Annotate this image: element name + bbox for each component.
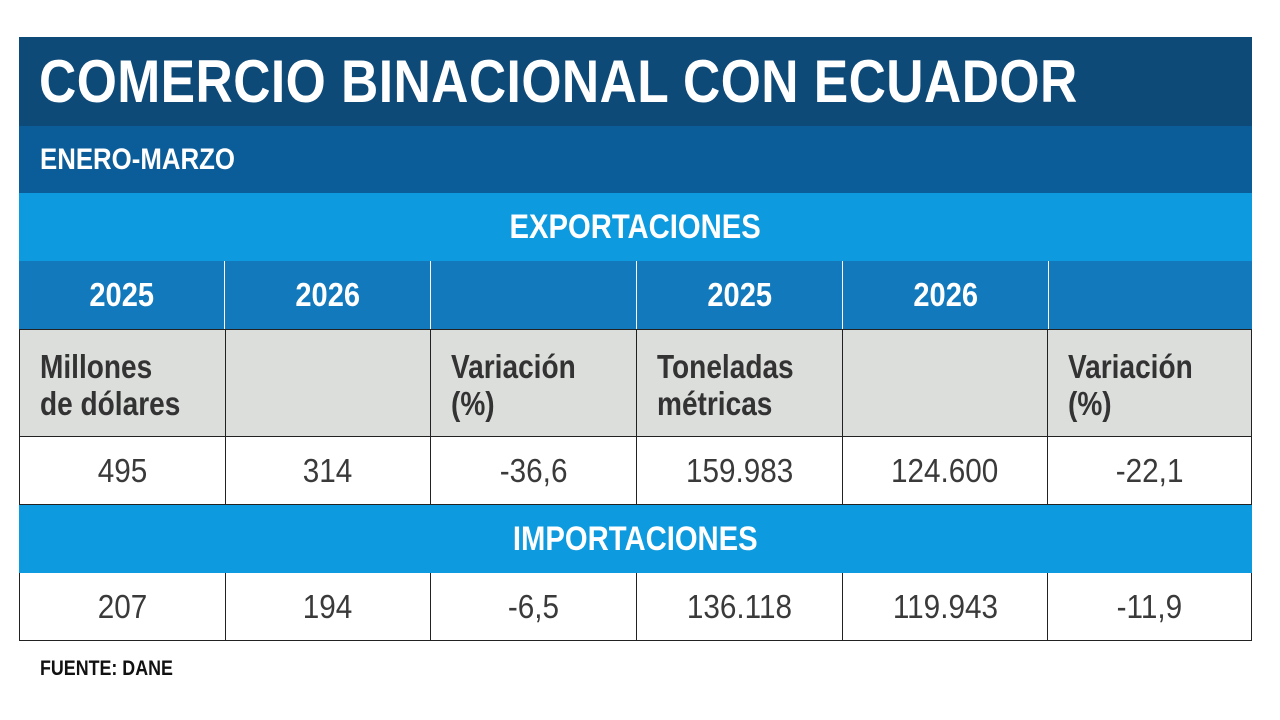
- section-header-importaciones: IMPORTACIONES: [19, 505, 1252, 573]
- table-cell: 159.983: [637, 437, 843, 504]
- column-label: [226, 330, 432, 436]
- year-cell: [1049, 261, 1252, 329]
- section-title: EXPORTACIONES: [509, 207, 762, 246]
- table-cell: -22,1: [1115, 451, 1184, 489]
- table-cell: 119.943: [843, 573, 1049, 640]
- table-cell: 194: [226, 573, 432, 640]
- subtitle-bar: ENERO-MARZO: [19, 126, 1252, 193]
- table-cell: 124.600: [843, 437, 1049, 504]
- year-header-row: 2025 2026 2025 2026: [19, 261, 1252, 329]
- chart-title: COMERCIO BINACIONAL CON ECUADOR: [39, 48, 1078, 115]
- section-header-exportaciones: EXPORTACIONES: [19, 193, 1252, 261]
- source-note: FUENTE: DANE: [40, 657, 173, 680]
- column-label: Millones de dólares: [20, 330, 226, 436]
- section-title: IMPORTACIONES: [513, 519, 758, 558]
- year-cell: [431, 261, 637, 329]
- year-cell: 2025: [19, 261, 225, 329]
- title-bar: COMERCIO BINACIONAL CON ECUADOR: [19, 37, 1252, 126]
- table-infographic: COMERCIO BINACIONAL CON ECUADOR ENERO-MA…: [19, 37, 1252, 641]
- table-row-exportaciones: 495 314 -36,6 159.983 124.600 -22,1: [19, 437, 1252, 505]
- table-cell: 136.118: [637, 573, 843, 640]
- column-label: [843, 330, 1049, 436]
- table-cell: -11,9: [1116, 587, 1183, 625]
- table-cell: -36,6: [431, 437, 638, 504]
- year-cell: 2025: [637, 261, 843, 329]
- table-cell: 495: [20, 437, 226, 504]
- year-cell: 2026: [843, 261, 1049, 329]
- table-row-importaciones: 207 194 -6,5 136.118 119.943 -11,9: [19, 573, 1252, 641]
- chart-subtitle: ENERO-MARZO: [40, 142, 235, 176]
- column-label: Variación (%): [431, 330, 638, 436]
- table-cell: -6,5: [431, 573, 638, 640]
- table-cell: 314: [226, 437, 432, 504]
- column-label: Toneladas métricas: [637, 330, 843, 436]
- table-cell: 207: [20, 573, 226, 640]
- column-label: Variación (%): [1068, 348, 1194, 422]
- year-cell: 2026: [225, 261, 431, 329]
- unit-label-row: Millones de dólares Variación (%) Tonela…: [19, 329, 1252, 437]
